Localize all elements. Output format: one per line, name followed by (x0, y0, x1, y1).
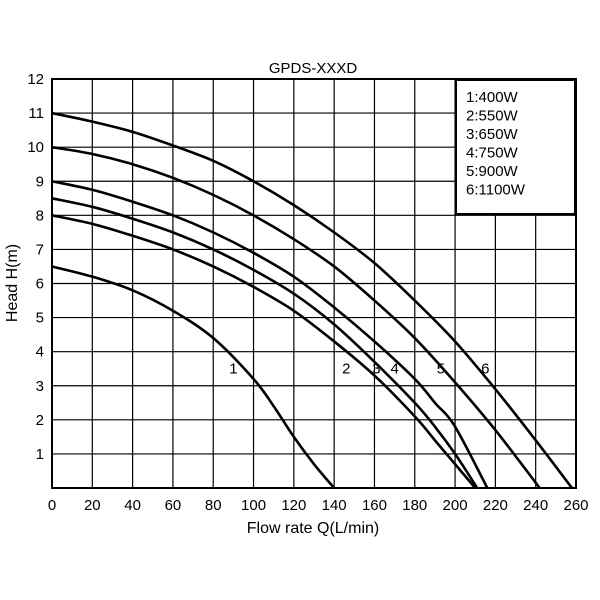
curve-label-5: 5 (437, 361, 445, 378)
x-tick-label: 240 (523, 497, 548, 514)
x-axis-label: Flow rate Q(L/min) (247, 520, 379, 537)
legend-entry: 3:650W (466, 126, 519, 143)
y-tick-label: 8 (36, 207, 44, 224)
curve-label-3: 3 (372, 361, 380, 378)
x-tick-label: 140 (322, 497, 347, 514)
curve-3 (51, 197, 479, 489)
x-tick-label: 0 (48, 497, 56, 514)
legend-entry: 4:750W (466, 145, 519, 162)
curve-5 (51, 145, 541, 489)
y-tick-label: 4 (36, 344, 44, 361)
y-axis-label: Head H(m) (4, 244, 21, 322)
legend-entry: 1:400W (466, 89, 519, 106)
x-tick-label: 40 (124, 497, 141, 514)
curve-2 (51, 214, 477, 489)
curve-1 (51, 265, 336, 489)
curve-label-2: 2 (342, 361, 350, 378)
y-tick-label: 11 (28, 105, 44, 122)
curve-4 (51, 179, 489, 489)
legend-entry: 5:900W (466, 163, 519, 180)
x-tick-label: 120 (281, 497, 306, 514)
curve-label-6: 6 (481, 361, 489, 378)
y-tick-label: 5 (36, 310, 44, 327)
legend-entry: 2:550W (466, 108, 519, 125)
x-tick-label: 200 (443, 497, 468, 514)
curve-label-1: 1 (229, 361, 237, 378)
x-tick-label: 80 (205, 497, 222, 514)
axes: 0 20 40 60 80 100 120 140 160 180 200 220 240 2601234… (27, 71, 588, 514)
x-tick-label: 20 (84, 497, 101, 514)
x-tick-label: 60 (165, 497, 182, 514)
y-tick-label: 2 (36, 412, 44, 429)
chart-title: GPDS-XXXD (269, 60, 358, 77)
curve-label-4: 4 (390, 361, 398, 378)
y-tick-label: 9 (36, 173, 44, 190)
x-tick-label: 260 (563, 497, 588, 514)
plot-frame (51, 78, 577, 489)
legend-box (455, 79, 576, 215)
y-tick-label: 12 (27, 71, 44, 88)
x-tick-label: 180 (402, 497, 427, 514)
legend-entry: 6:1100W (466, 182, 526, 199)
y-tick-label: 3 (36, 378, 44, 395)
x-tick-label: 100 (241, 497, 266, 514)
y-tick-label: 6 (36, 276, 44, 293)
y-tick-label: 1 (36, 446, 44, 463)
y-tick-label: 7 (36, 241, 44, 258)
y-tick-label: 10 (27, 139, 44, 156)
x-tick-label: 220 (483, 497, 508, 514)
x-tick-label: 160 (362, 497, 387, 514)
curve-6 (51, 111, 574, 489)
